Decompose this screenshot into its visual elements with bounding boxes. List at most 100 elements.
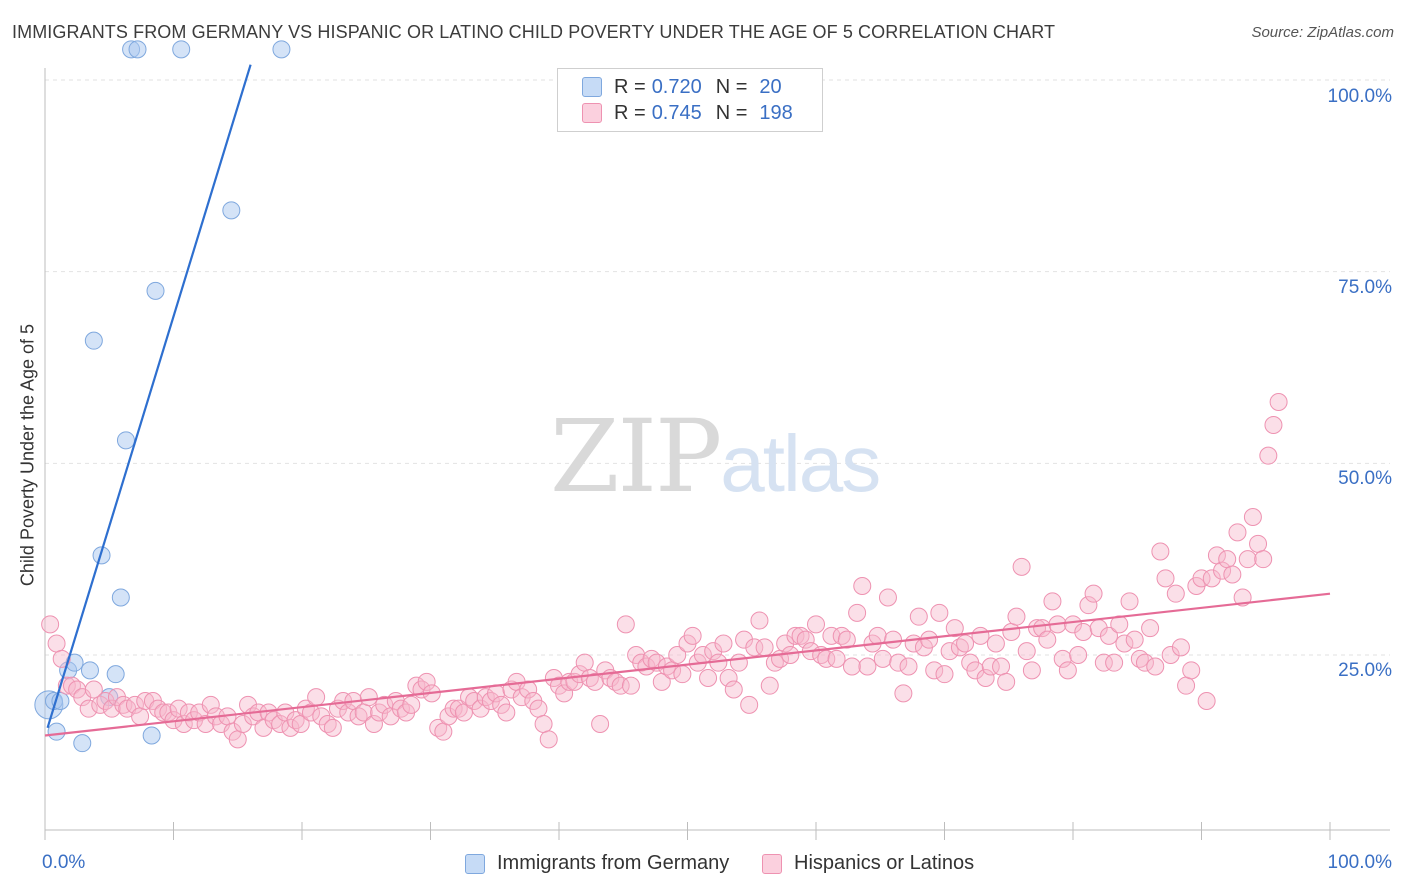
hispanic-point [271, 715, 290, 733]
watermark: ZIPatlas [550, 398, 881, 515]
trend-lines [44, 64, 1331, 737]
hispanic-point [519, 680, 538, 699]
hispanic-point [735, 630, 754, 649]
hispanic-point [868, 626, 887, 645]
hispanic-point [570, 665, 589, 684]
germany-point [80, 661, 99, 680]
hispanic-point [96, 692, 115, 710]
hispanic-point [434, 722, 453, 741]
y-tick-25: 25.0% [1338, 660, 1392, 681]
hispanic-point [714, 634, 733, 653]
germany-point [116, 431, 135, 450]
stats-legend: R = 0.720 N = 20 R = 0.745 N = 198 [557, 68, 823, 132]
hispanic-point [1094, 653, 1113, 672]
hispanic-point [52, 649, 71, 668]
hispanic-point [760, 676, 779, 695]
y-tick-75: 75.0% [1338, 277, 1392, 298]
hispanic-point [154, 703, 173, 722]
hispanic-point [79, 699, 98, 718]
germany-point [92, 546, 111, 565]
germany-legend-label: Immigrants from Germany [497, 852, 730, 874]
hispanic-point [981, 657, 1000, 676]
germany-trend-line [46, 64, 252, 729]
hispanic-point [1243, 508, 1262, 526]
hispanic-point [1171, 638, 1190, 657]
hispanic-point [1228, 523, 1247, 542]
hispanic-point [899, 657, 918, 676]
hispanic-point [971, 626, 990, 645]
germany-n-value: 20 [759, 75, 782, 98]
hispanic-point [616, 615, 635, 634]
hispanic-point [1053, 649, 1072, 668]
germany-swatch [582, 77, 602, 97]
germany-r-value: 0.720 [651, 75, 702, 98]
hispanic-point [842, 657, 861, 676]
hispanic-point [555, 684, 574, 703]
hispanic-point [796, 630, 815, 649]
hispanic-swatch [582, 103, 602, 123]
hispanic-point [1028, 619, 1047, 638]
hispanic-point [889, 653, 908, 672]
hispanic-point [1141, 619, 1160, 638]
hispanic-point [1264, 416, 1283, 434]
germany-swatch [465, 853, 485, 874]
germany-point [128, 40, 147, 59]
hispanic-point [786, 626, 805, 645]
hispanic-point [1238, 550, 1257, 569]
hispanic-point [776, 634, 795, 653]
hispanic-point [873, 649, 892, 668]
hispanic-point [196, 715, 215, 733]
hispanic-point [312, 707, 331, 726]
hispanic-point [966, 661, 985, 680]
germany-point [106, 665, 125, 684]
hispanic-point [1007, 607, 1026, 626]
hispanic-point [585, 672, 604, 691]
germany-point [84, 331, 103, 350]
watermark-atlas: atlas [720, 419, 881, 508]
hispanic-point [750, 611, 769, 630]
hispanic-point [935, 665, 954, 684]
y-axis-label: Child Poverty Under the Age of 5 [17, 323, 38, 587]
hispanic-point [131, 707, 150, 726]
hispanic-trend-line [44, 592, 1331, 737]
hispanic-point [884, 630, 903, 649]
hispanic-point [1249, 534, 1268, 553]
bottom-legend-hispanic: Hispanics or Latinos [762, 852, 974, 875]
germany-point [47, 722, 66, 741]
watermark-zip: ZIP [550, 398, 722, 515]
n-label: N = [715, 101, 748, 124]
hispanic-point [621, 676, 640, 695]
hispanic-point [827, 649, 846, 668]
y-tick-50: 50.0% [1338, 468, 1392, 489]
hispanic-point [925, 661, 944, 680]
germany-point [272, 40, 291, 59]
hispanic-point [1120, 592, 1139, 611]
n-label: N = [715, 75, 748, 98]
hispanic-point [1043, 592, 1062, 611]
hispanic-point [1064, 615, 1082, 634]
hispanic-point [699, 669, 718, 687]
hispanic-point [375, 695, 394, 714]
hispanic-n-value: 198 [759, 101, 793, 124]
hispanic-point [909, 607, 928, 626]
hispanic-point [1012, 557, 1031, 576]
hispanic-point [417, 672, 436, 691]
chart-title: IMMIGRANTS FROM GERMANY VS HISPANIC OR L… [12, 22, 1056, 42]
hispanic-point [992, 657, 1011, 676]
hispanic-point [364, 715, 383, 733]
hispanic-point [233, 715, 252, 733]
hispanic-point [1022, 661, 1041, 680]
hispanic-point [940, 642, 959, 661]
x-tick-0: 0.0% [42, 852, 86, 873]
hispanic-point [497, 703, 516, 722]
hispanic-point [1213, 561, 1232, 580]
hispanic-point [1197, 692, 1216, 710]
hispanic-point [1135, 653, 1154, 672]
hispanic-point [1192, 569, 1211, 588]
hispanic-point [102, 699, 121, 718]
hispanic-point [107, 688, 126, 707]
hispanic-point [930, 603, 949, 622]
germany-point [142, 726, 161, 745]
hispanic-point [729, 653, 748, 672]
hispanic-legend-label: Hispanics or Latinos [794, 852, 975, 874]
